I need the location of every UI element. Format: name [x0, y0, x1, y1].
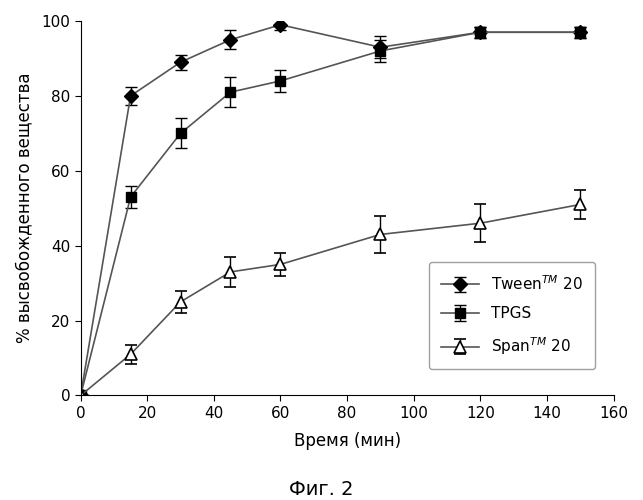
Legend: Tween$^{TM}$ 20, TPGS, Span$^{TM}$ 20: Tween$^{TM}$ 20, TPGS, Span$^{TM}$ 20 [429, 262, 595, 369]
X-axis label: Время (мин): Время (мин) [293, 432, 401, 450]
Text: Фиг. 2: Фиг. 2 [289, 480, 354, 499]
Y-axis label: % высвобожденного вещества: % высвобожденного вещества [15, 73, 33, 344]
